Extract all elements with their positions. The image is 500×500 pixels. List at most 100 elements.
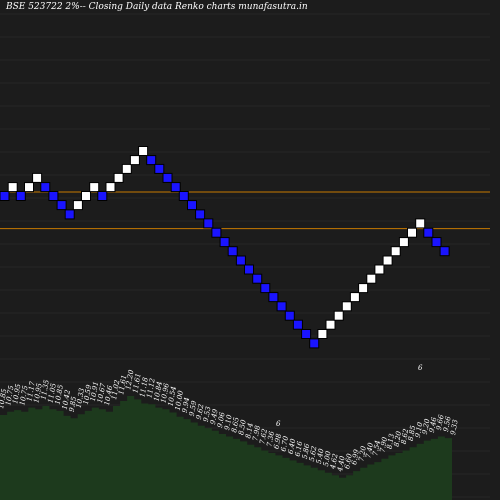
area-value-label: 11.61 [131, 373, 142, 394]
renko-brick-down [235, 255, 246, 266]
renko-brick-up [105, 182, 116, 193]
renko-brick-down [15, 191, 26, 201]
renko-brick-down [268, 292, 279, 303]
renko-brick-down [431, 237, 442, 248]
area-value-label: 5.86 [301, 442, 312, 459]
renko-brick-up [398, 237, 409, 248]
renko-brick-up [113, 172, 124, 183]
renko-brick-down [178, 191, 189, 201]
area-value-label: 8.50 [237, 418, 248, 435]
area-value-label: 7.90 [378, 436, 389, 453]
area-value-labels: 10.8510.7510.9510.7511.1710.9511.3511.05… [0, 364, 460, 473]
renko-brick-down [244, 264, 254, 275]
area-value-label: 11.35 [39, 379, 50, 401]
area-value-label: 11.05 [46, 382, 57, 404]
area-value-label: 7.62 [258, 428, 269, 445]
area-value-label: 10.67 [96, 382, 107, 404]
renko-brick-up [333, 310, 344, 321]
area-value-label: 9.49 [209, 408, 220, 425]
renko-brick-down [146, 155, 157, 166]
renko-brick-down [203, 218, 214, 229]
renko-brick-down [292, 319, 303, 330]
area-value-label: 6.16 [294, 440, 305, 457]
area-value-label: 10.75 [4, 384, 15, 406]
renko-brick-down [64, 209, 75, 220]
area-value-label: 6.98 [272, 432, 283, 449]
area-value-label: 8.65 [230, 416, 241, 433]
area-value-label: 8.20 [393, 430, 404, 447]
renko-brick-down [439, 246, 450, 257]
area-value-label: 9.53 [202, 405, 213, 422]
area-value-label: 4.40 [336, 455, 347, 473]
area-value-label: 9.46 [428, 416, 439, 433]
renko-brick-down [260, 283, 271, 294]
area-value-label: 4.62 [329, 452, 340, 470]
area-value-label: 10.95 [11, 383, 22, 405]
area-value-label: 11.18 [138, 376, 149, 398]
area-value-label: 8.13 [385, 432, 396, 449]
area-value-label: 11.02 [110, 379, 121, 401]
area-value-label: 8.62 [400, 428, 411, 445]
extra-label: 6 [276, 420, 281, 428]
renko-brick-up [374, 264, 385, 275]
area-value-label: 10.91 [89, 381, 100, 402]
renko-brick-down [56, 200, 67, 211]
area-value-label: 10.85 [54, 384, 65, 406]
chart-title: BSE 523722 2%-- Closing Daily data Renko… [6, 2, 308, 12]
renko-brick-down [219, 237, 230, 248]
renko-brick-up [32, 172, 43, 183]
renko-brick-down [40, 182, 51, 193]
area-value-label: 9.06 [216, 411, 227, 428]
renko-brick-down [284, 310, 295, 321]
area-value-label: 10.96 [159, 382, 170, 404]
renko-brick-up [7, 182, 18, 193]
renko-brick-down [423, 227, 434, 238]
area-value-label: 8.14 [244, 422, 255, 439]
area-value-label: 10.33 [75, 387, 86, 409]
renko-brick-up [138, 146, 149, 156]
area-value-label: 9.85 [68, 395, 79, 412]
area-value-label: 6.60 [343, 452, 354, 469]
renko-brick-down [227, 246, 238, 257]
renko-brick-down [252, 273, 263, 284]
area-value-label: 10.42 [61, 389, 72, 411]
renko-brick-up [407, 227, 417, 238]
renko-brick-down [301, 329, 312, 339]
area-value-label: 5.00 [322, 450, 333, 467]
renko-brick-down [211, 227, 222, 238]
renko-brick-down [162, 172, 173, 183]
area-value-label: 10.54 [167, 386, 178, 407]
area-value-label: 8.85 [407, 424, 418, 441]
area-value-label: 9.62 [195, 403, 206, 420]
renko-brick-down [0, 191, 10, 201]
area-value-label: 7.98 [251, 424, 262, 441]
renko-brick-up [349, 292, 360, 303]
renko-brick-up [89, 182, 100, 193]
area-value-label: 11.61 [117, 374, 128, 395]
renko-brick-down [309, 338, 320, 349]
renko-brick-up [81, 191, 91, 201]
area-value-label: 10.59 [82, 384, 93, 406]
extra-label: 6 [418, 364, 423, 372]
renko-brick-up [121, 163, 132, 174]
area-value-label: 6.99 [350, 448, 361, 465]
renko-brick-up [24, 182, 34, 193]
area-value-label: 12.20 [124, 369, 135, 391]
area-value-label: 11.17 [25, 380, 36, 402]
area-value-label: 10.75 [18, 384, 29, 406]
renko-brick-up [358, 283, 369, 294]
area-value-label: 9.94 [181, 397, 192, 414]
renko-brick-down [97, 191, 108, 201]
area-value-label: 10.85 [0, 388, 9, 410]
area-value-label: 10.00 [174, 389, 185, 411]
area-value-label: 9.66 [435, 414, 446, 431]
area-value-label: 9.33 [449, 418, 460, 435]
area-value-label: 6.40 [287, 437, 298, 454]
area-value-label: 9.20 [421, 418, 432, 435]
area-value-label: 9.10 [223, 414, 234, 431]
renko-brick-up [317, 329, 328, 339]
area-value-label: 10.46 [103, 384, 114, 406]
renko-brick-up [325, 319, 336, 330]
renko-brick-up [382, 255, 393, 266]
